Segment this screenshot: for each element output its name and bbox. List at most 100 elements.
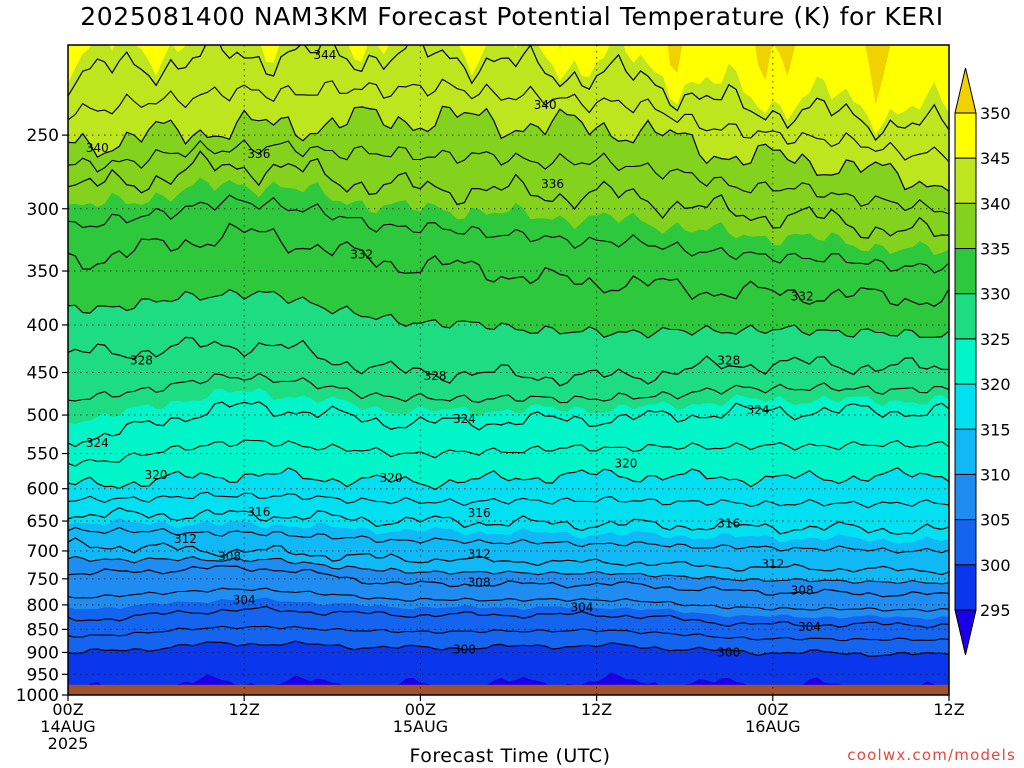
contour-label: 308 [218,550,241,564]
y-tick-label: 950 [27,665,59,685]
colorbar-label: 310 [980,465,1011,484]
y-tick-label: 750 [27,570,59,590]
colorbar-label: 340 [980,194,1011,213]
isentrope-300 [68,640,949,657]
isentrope-316 [68,507,949,535]
y-tick-label: 350 [27,262,59,282]
colorbar-arrow-top [954,67,977,114]
isentrope-318 [68,491,949,509]
isentrope-contours: 344 340 336 340 336 332 332 328 328 328 324 324 324 3… [68,45,949,659]
contour-label: 312 [468,547,491,561]
x-tick-label: 14AUG [40,717,95,736]
contour-label: 328 [424,369,447,383]
x-tick-label: 2025 [48,734,89,753]
y-tick-label: 650 [27,512,59,532]
contour-label: 320 [145,468,168,482]
colorbar-label: 305 [980,511,1011,530]
colorbar: 350 345 340 335 330 325 320 315 310 305 300 295 [954,67,1011,656]
x-tick-label: 15AUG [393,717,448,736]
contour-label: 332 [350,248,373,262]
plot-area [68,45,949,695]
x-tick-label: 16AUG [745,717,800,736]
contour-label: 336 [541,177,564,191]
x-axis-label: Forecast Time (UTC) [409,745,611,767]
colorbar-label: 325 [980,330,1011,349]
x-tick-label: 12Z [581,700,612,719]
contour-label: 316 [468,506,491,520]
colorbar-label: 315 [980,420,1011,439]
y-tick-label: 400 [27,316,59,336]
x-tick-label: 00Z [52,700,83,719]
isentrope-330 [68,288,949,339]
isentrope-326 [68,372,949,404]
colorbar-arrow-bottom [954,609,977,656]
isentrope-314 [68,526,949,554]
contour-label: 312 [761,557,784,571]
contour-label: 328 [717,354,740,368]
contour-label: 332 [791,290,814,304]
isentrope-306 [68,587,949,613]
isentrope-302 [68,625,949,642]
isentrope-342 [68,78,949,163]
isentrope-338 [68,139,949,215]
isentrope-332 [68,222,949,307]
colorbar-box [954,248,977,295]
y-tick-label: 450 [27,364,59,384]
colorbar-label: 335 [980,240,1011,259]
isentrope-328 [68,336,949,387]
contour-label: 324 [747,403,770,417]
contour-label: 340 [534,98,557,112]
contour-label: 320 [380,471,403,485]
contour-label: 304 [798,620,821,634]
x-tick-label: 00Z [757,700,788,719]
colorbar-label: 330 [980,285,1011,304]
colorbar-box [954,473,977,521]
isentrope-322 [68,439,949,467]
colorbar-box [954,293,977,340]
contour-label: 324 [453,412,476,426]
y-tick-label: 600 [27,480,59,500]
contour-label: 308 [791,583,814,597]
colorbar-box [954,157,977,204]
contour-label: 336 [247,147,270,161]
colorbar-label: 350 [980,104,1011,123]
isentrope-324 [68,401,949,448]
isentrope-312 [68,537,949,576]
colorbar-label: 295 [980,601,1011,620]
contour-label: 300 [717,645,740,659]
colorbar-label: 300 [980,556,1011,575]
contour-label: 304 [233,593,256,607]
contour-label: 316 [717,516,740,530]
colorbar-box [954,383,977,430]
y-tick-label: 800 [27,596,59,616]
contour-label: 312 [174,532,197,546]
isentrope-308 [68,565,949,598]
y-tick-label: 300 [27,200,59,220]
y-tick-label: 900 [27,643,59,663]
colorbar-box [954,564,977,611]
isentrope-310 [68,555,949,585]
x-tick-label: 12Z [933,700,964,719]
contour-label: 304 [570,600,593,614]
y-tick-label: 1000 [16,686,59,706]
y-tick-label: 550 [27,445,59,465]
x-tick-label: 12Z [229,700,260,719]
contour-label: 344 [314,48,337,62]
credit-link[interactable]: coolwx.com/models [847,746,1016,764]
contour-label: 300 [453,643,476,657]
contour-label: 308 [468,576,491,590]
y-tick-label: 850 [27,620,59,640]
contour-label: 340 [86,141,109,155]
isentrope-304 [68,605,949,629]
colorbar-box [954,428,977,475]
colorbar-label: 320 [980,375,1011,394]
contour-label: 316 [247,505,270,519]
y-tick-label: 500 [27,406,59,426]
x-tick-label: 00Z [405,700,436,719]
isentrope-334 [68,194,949,274]
chart-title: 2025081400 NAM3KM Forecast Potential Tem… [80,2,944,31]
isentrope-336 [68,150,949,239]
isentrope-340 [68,105,949,192]
plot-frame [67,44,950,696]
